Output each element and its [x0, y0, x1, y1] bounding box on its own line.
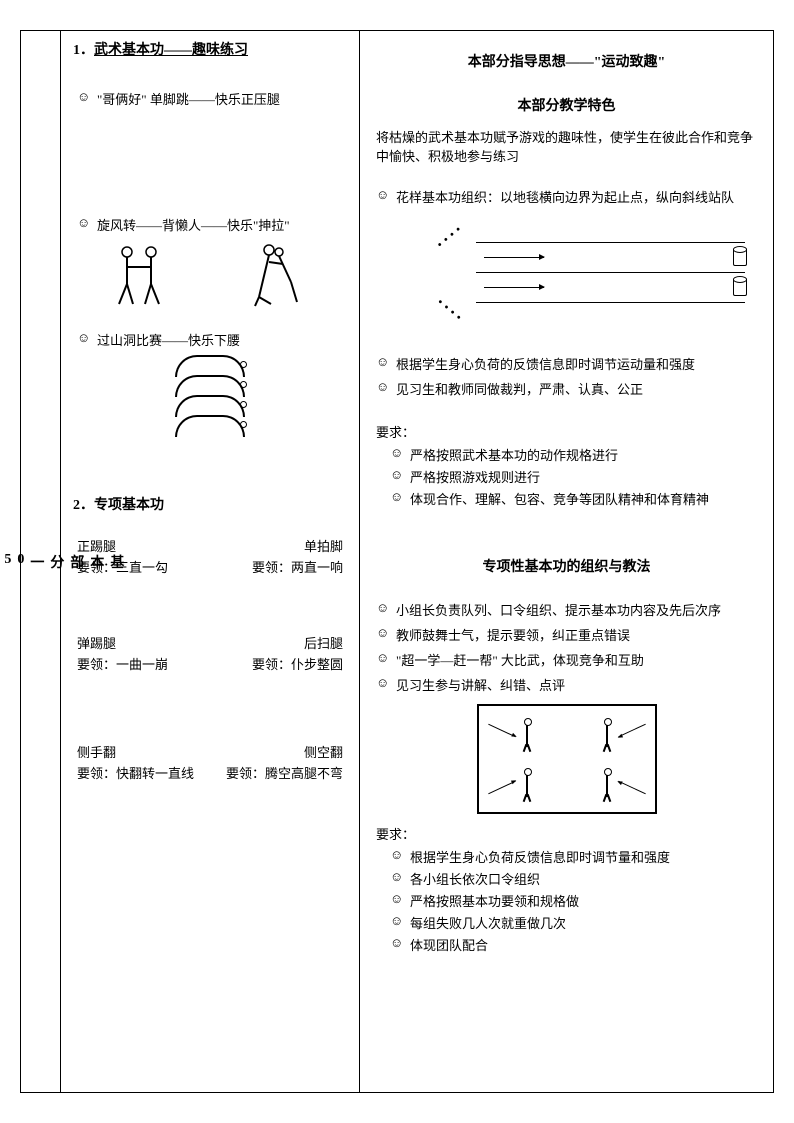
right-b3: ☺ 见习生和教师同做裁判，严肃、认真、公正 [376, 379, 761, 398]
hline-icon [476, 302, 745, 303]
stick-figure-2-icon [241, 242, 311, 312]
right-c2: ☺教师鼓舞士气，提示要领，纠正重点错误 [376, 625, 761, 644]
right-c4: ☺见习生参与讲解、纠错、点评 [376, 675, 761, 694]
smile-icon: ☺ [390, 935, 404, 951]
stick-figure-1-icon [109, 242, 169, 312]
hline-icon [476, 272, 745, 273]
formation-diagram: ···· ···· [376, 214, 757, 334]
arrow-icon [488, 781, 516, 795]
smile-icon: ☺ [390, 913, 404, 929]
right-h2: 本部分教学特色 [372, 95, 761, 115]
dots-icon: ···· [431, 292, 469, 329]
stick-icon [601, 718, 613, 750]
right-h1: 本部分指导思想——"运动致趣" [372, 51, 761, 71]
smile-icon: ☺ [376, 625, 390, 641]
smile-icon: ☺ [77, 215, 91, 231]
smile-icon: ☺ [376, 600, 390, 616]
arch-icon [175, 355, 245, 377]
smile-icon: ☺ [390, 489, 404, 505]
smile-icon: ☺ [77, 89, 91, 105]
smile-icon: ☺ [390, 445, 404, 461]
stick-icon [601, 768, 613, 800]
arches-figure [73, 355, 347, 435]
skill-row-2a: 弹踢腿 后扫腿 [77, 633, 343, 652]
smile-icon: ☺ [390, 891, 404, 907]
left-item-1: ☺ "哥俩好" 单脚跳——快乐正压腿 [77, 89, 347, 108]
cylinder-icon [733, 278, 747, 296]
arrow-icon [484, 287, 544, 288]
right-b1: ☺ 花样基本功组织：以地毯横向边界为起止点，纵向斜线站队 [376, 187, 761, 206]
right-c1: ☺小组长负责队列、口令组织、提示基本功内容及先后次序 [376, 600, 761, 619]
right-column: 本部分指导思想——"运动致趣" 本部分教学特色 将枯燥的武术基本功赋予游戏的趣味… [360, 31, 773, 1092]
cylinder-icon [733, 248, 747, 266]
smile-icon: ☺ [376, 187, 390, 203]
arrow-icon [618, 781, 646, 795]
arch-icon [175, 395, 245, 417]
right-h3: 专项性基本功的组织与教法 [372, 556, 761, 576]
figure-row-1 [73, 242, 347, 312]
smile-icon: ☺ [390, 869, 404, 885]
smile-icon: ☺ [390, 847, 404, 863]
sl6: 50 [4, 552, 30, 568]
req-label-1: 要求： [376, 422, 761, 441]
side-label: 基 本 部 分 一 50 分 钟 ± [21, 31, 61, 1092]
skill-row-1b: 要领：三直一勾 要领：两直一响 [77, 557, 343, 576]
arch-icon [175, 415, 245, 437]
skill-row-2b: 要领：一曲一崩 要领：仆步整圆 [77, 654, 343, 673]
skill-row-1a: 正踢腿 单拍脚 [77, 536, 343, 555]
arrow-icon [618, 724, 646, 738]
left-item-3: ☺ 过山洞比赛——快乐下腰 [77, 330, 347, 349]
right-c3: ☺"超一学—赶一帮" 大比武，体现竞争和互助 [376, 650, 761, 669]
right-p1: 将枯燥的武术基本功赋予游戏的趣味性，使学生在彼此合作和竞争中愉快、积极地参与练习 [376, 127, 761, 165]
left-title-2: 2．专项基本功 [73, 494, 347, 514]
left-item-2: ☺ 旋风转——背懒人——快乐"抻拉" [77, 215, 347, 234]
skill-row-3a: 侧手翻 侧空翻 [77, 742, 343, 761]
arch-icon [175, 375, 245, 397]
left-title-1: 1．武术基本功——趣味练习 [73, 39, 347, 59]
main-content: 1．武术基本功——趣味练习 ☺ "哥俩好" 单脚跳——快乐正压腿 ☺ 旋风转——… [61, 31, 773, 1092]
skill-row-3b: 要领：快翻转一直线 要领：腾空高腿不弯 [77, 763, 343, 782]
req-list-1: ☺严格按照武术基本功的动作规格进行 ☺严格按照游戏规则进行 ☺体现合作、理解、包… [372, 445, 761, 508]
dots-icon: ···· [431, 218, 469, 255]
smile-icon: ☺ [376, 379, 390, 395]
right-b2: ☺ 根据学生身心负荷的反馈信息即时调节运动量和强度 [376, 354, 761, 373]
left-column: 1．武术基本功——趣味练习 ☺ "哥俩好" 单脚跳——快乐正压腿 ☺ 旋风转——… [61, 31, 360, 1092]
formation-rect-diagram [477, 704, 657, 814]
sl5: 一 [30, 552, 50, 572]
smile-icon: ☺ [376, 650, 390, 666]
smile-icon: ☺ [77, 330, 91, 346]
arrow-icon [488, 724, 516, 738]
smile-icon: ☺ [376, 354, 390, 370]
hline-icon [476, 242, 745, 243]
stick-icon [521, 718, 533, 750]
req-list-2: ☺根据学生身心负荷反馈信息即时调节量和强度 ☺各小组长依次口令组织 ☺严格按照基… [372, 847, 761, 954]
stick-icon [521, 768, 533, 800]
smile-icon: ☺ [376, 675, 390, 691]
req-label-2: 要求： [376, 824, 761, 843]
page-border: 基 本 部 分 一 50 分 钟 ± 1．武术基本功——趣味练习 ☺ "哥俩好"… [20, 30, 774, 1093]
smile-icon: ☺ [390, 467, 404, 483]
sl7: 分 [0, 552, 4, 572]
arrow-icon [484, 257, 544, 258]
